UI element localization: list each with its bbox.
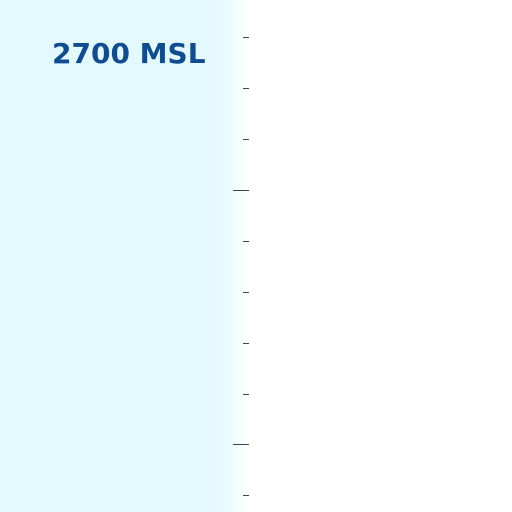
- altitude-readout: 2700 MSL: [52, 37, 206, 70]
- tape-tick-major: [233, 190, 249, 191]
- tape-tick-major: [233, 444, 249, 445]
- tape-tick-minor: [243, 88, 249, 89]
- tape-tick-minor: [243, 241, 249, 242]
- tape-tick-minor: [243, 139, 249, 140]
- altitude-panel: [0, 0, 250, 512]
- tape-tick-minor: [243, 292, 249, 293]
- tape-tick-minor: [243, 495, 249, 496]
- tape-tick-minor: [243, 343, 249, 344]
- tape-tick-minor: [243, 37, 249, 38]
- tape-tick-minor: [243, 394, 249, 395]
